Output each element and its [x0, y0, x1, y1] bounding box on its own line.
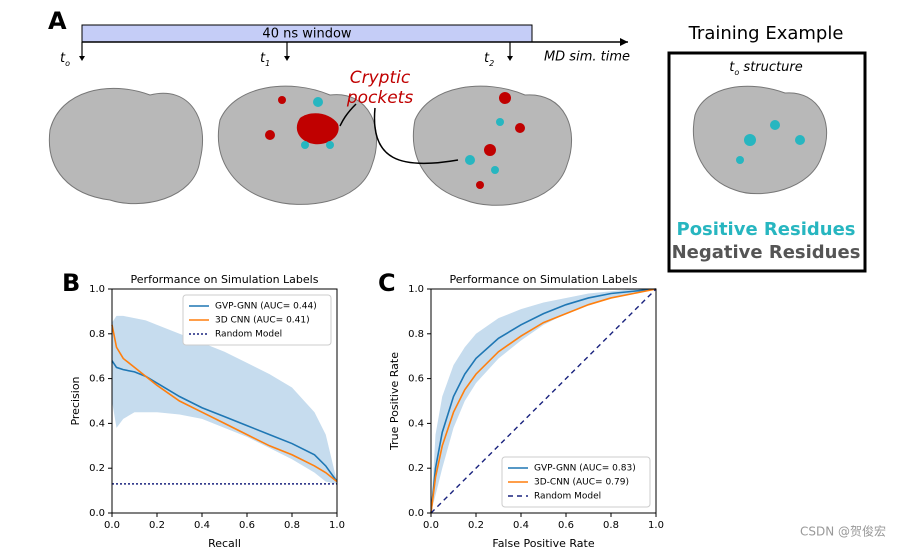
series-line: [111, 360, 338, 483]
training-title: Training Example: [688, 23, 844, 44]
t0-label: to: [60, 51, 70, 68]
x-tick-label: 0.2: [468, 520, 484, 531]
t-main: t: [484, 51, 490, 66]
legend-entry: 3D-CNN (AUC= 0.79): [534, 478, 629, 488]
panel-label: A: [48, 7, 67, 35]
x-tick-label: 0.4: [513, 520, 529, 531]
y-tick-label: 1.0: [408, 284, 424, 295]
callout: Cryptic pockets: [346, 68, 414, 108]
panel-label: B: [62, 269, 80, 297]
time-ticks: [81, 42, 511, 58]
series-line: [430, 288, 657, 514]
legend-box: [182, 294, 332, 346]
legend-box: [501, 456, 651, 508]
x-tick-label: 1.0: [329, 520, 345, 531]
y-tick-label: 0.8: [408, 329, 424, 340]
series-line: [430, 288, 657, 514]
watermark: CSDN @贺俊宏: [800, 524, 886, 539]
legend-entry: 3D CNN (AUC= 0.41): [215, 316, 310, 326]
x-tick-label: 0.8: [603, 520, 619, 531]
training-box: [667, 51, 867, 273]
t-sub: 1: [265, 59, 270, 68]
structure-label: to structure: [729, 60, 802, 77]
t-main: t: [729, 60, 735, 75]
legend-entry: Random Model: [215, 330, 282, 340]
time-arrowheads: [79, 56, 513, 61]
x-tick-label: 0.0: [423, 520, 439, 531]
chart-title: Performance on Simulation Labels: [450, 273, 638, 286]
positive-label: Positive Residues: [677, 219, 856, 240]
x-axis-label: False Positive Rate: [492, 537, 594, 548]
x-tick-label: 0.2: [149, 520, 165, 531]
panel-label: C: [378, 269, 396, 297]
structure-text: structure: [739, 60, 802, 75]
t1-label: t1: [260, 51, 270, 68]
y-tick-label: 0.0: [408, 508, 424, 519]
x-axis-label: Recall: [208, 537, 241, 548]
legend-entry: Random Model: [534, 492, 601, 502]
t-sub: o: [734, 68, 739, 77]
x-tick-label: 0.4: [194, 520, 210, 531]
proteins: [48, 85, 828, 206]
y-tick-label: 0.0: [89, 508, 105, 519]
window-label: 40 ns window: [262, 27, 352, 42]
legend-entry: GVP-GNN (AUC= 0.83): [534, 464, 636, 474]
legend-entry: GVP-GNN (AUC= 0.44): [215, 302, 317, 312]
axis-label: MD sim. time: [544, 50, 630, 65]
t-main: t: [260, 51, 266, 66]
callout-line: pockets: [346, 88, 414, 108]
callout-arrow: [339, 103, 357, 127]
y-tick-label: 0.4: [408, 418, 424, 429]
t-main: t: [60, 51, 66, 66]
y-axis-label: Precision: [69, 376, 82, 425]
x-tick-label: 0.6: [558, 520, 574, 531]
plot-frame: [111, 288, 338, 514]
y-tick-label: 0.2: [89, 463, 105, 474]
y-tick-label: 0.6: [408, 374, 424, 385]
t2-label: t2: [484, 51, 494, 68]
x-tick-label: 0.8: [284, 520, 300, 531]
y-tick-label: 0.6: [89, 374, 105, 385]
chart-title: Performance on Simulation Labels: [131, 273, 319, 286]
y-tick-label: 0.8: [89, 329, 105, 340]
y-tick-label: 0.4: [89, 418, 105, 429]
t-sub: 2: [489, 59, 494, 68]
callout-line: Cryptic: [350, 68, 411, 88]
y-tick-label: 1.0: [89, 284, 105, 295]
t-sub: o: [65, 59, 70, 68]
x-tick-label: 1.0: [648, 520, 664, 531]
callout-arrow: [373, 107, 459, 165]
timeline-arrow: [620, 38, 628, 46]
series-line: [111, 324, 338, 483]
pockets: [265, 92, 525, 189]
confidence-band: [112, 315, 337, 484]
plot-frame: [430, 288, 657, 514]
x-tick-label: 0.0: [104, 520, 120, 531]
x-tick-label: 0.6: [239, 520, 255, 531]
series-line: [430, 288, 657, 514]
confidence-band: [431, 289, 656, 513]
y-tick-label: 0.2: [408, 463, 424, 474]
y-axis-label: True Positive Rate: [388, 352, 401, 451]
negative-label: Negative Residues: [672, 242, 861, 263]
cyan-residues: [301, 97, 805, 174]
